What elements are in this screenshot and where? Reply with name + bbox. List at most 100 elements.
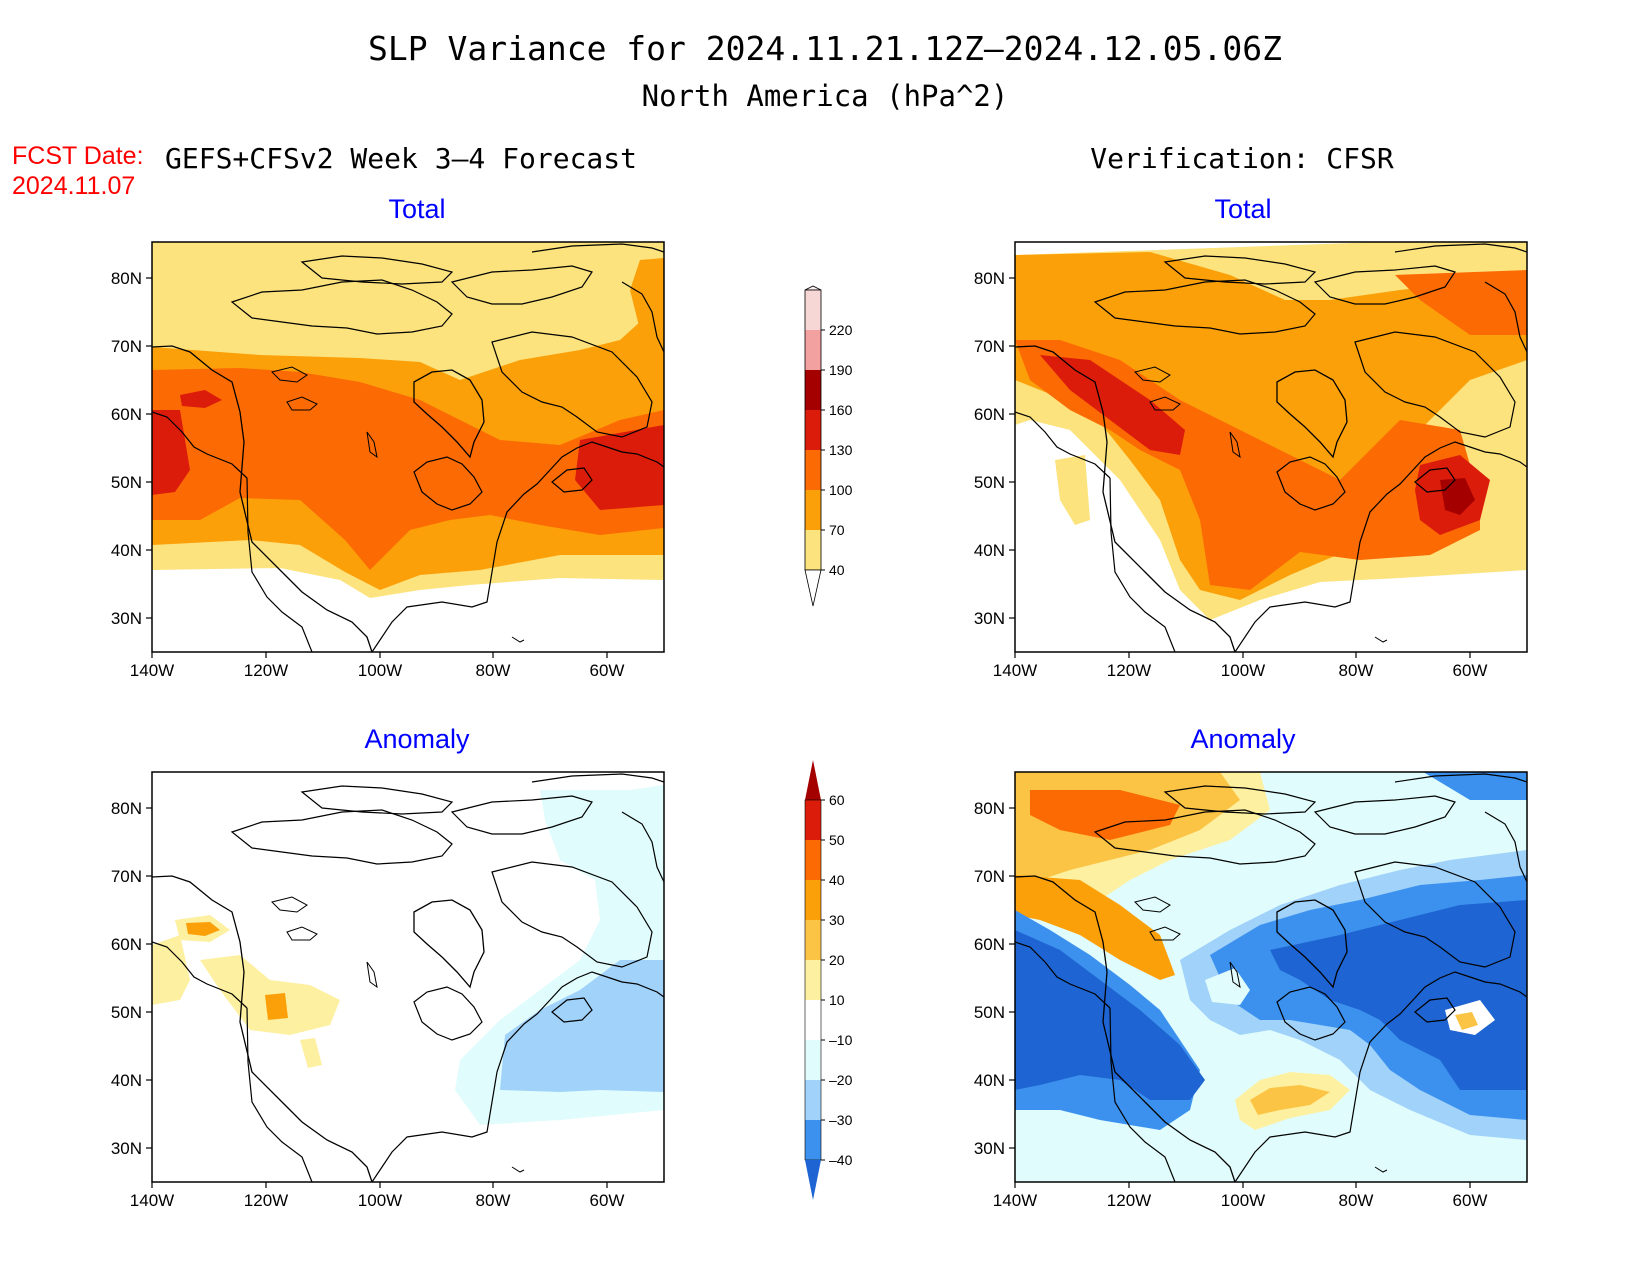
colorbar-total-label: 130 bbox=[829, 442, 853, 458]
colorbar-anomaly-label: –20 bbox=[829, 1072, 853, 1088]
colorbar-anomaly-label: 60 bbox=[829, 792, 845, 808]
colorbar-anomaly-label: 40 bbox=[829, 872, 845, 888]
colorbar-total-label: 160 bbox=[829, 402, 853, 418]
colorbar-total-cap-bottom bbox=[804, 569, 822, 607]
colorbar-anomaly-label: 10 bbox=[829, 992, 845, 1008]
lon-tick-label: 120W bbox=[1107, 661, 1151, 680]
colorbar-total-label: 40 bbox=[829, 562, 845, 578]
colorbar-anomaly-swatch bbox=[805, 1000, 821, 1040]
colorbar-total: 220 190 160 130 100 70 40 bbox=[804, 285, 853, 607]
colorbar-anomaly-label: –40 bbox=[829, 1152, 853, 1168]
shading-forecast-total bbox=[152, 242, 664, 652]
colorbar-anomaly-cap-top bbox=[805, 760, 821, 800]
colorbar-anomaly-label: 50 bbox=[829, 832, 845, 848]
lon-tick-label: 140W bbox=[130, 661, 174, 680]
lat-tick-label: 70N bbox=[111, 337, 142, 356]
map-verification-total bbox=[1014, 241, 1528, 653]
main-title: SLP Variance for 2024.11.21.12Z–2024.12.… bbox=[368, 29, 1282, 68]
colorbar-total-label: 70 bbox=[829, 522, 845, 538]
colorbar-anomaly-label: 30 bbox=[829, 912, 845, 928]
lat-tick-label: 80N bbox=[974, 799, 1005, 818]
lon-tick-label: 140W bbox=[130, 1191, 174, 1210]
lon-tick-label: 80W bbox=[1339, 661, 1374, 680]
lat-tick-label: 80N bbox=[111, 799, 142, 818]
colorbar-anomaly: 60 50 40 30 20 10 –10 –20 –30 –40 bbox=[804, 760, 853, 1200]
lon-tick-label: 80W bbox=[1339, 1191, 1374, 1210]
colorbar-anomaly-cap-bottom bbox=[805, 1160, 821, 1200]
lat-tick-label: 40N bbox=[974, 1071, 1005, 1090]
lat-tick-label: 40N bbox=[974, 541, 1005, 560]
lat-tick-label: 60N bbox=[974, 935, 1005, 954]
shading-verification-anomaly bbox=[1015, 772, 1527, 1182]
lat-tick-label: 30N bbox=[974, 609, 1005, 628]
lat-tick-label: 70N bbox=[111, 867, 142, 886]
lon-tick-label: 60W bbox=[590, 661, 625, 680]
colorbar-anomaly-swatch bbox=[805, 920, 821, 960]
shading-forecast-anomaly bbox=[152, 772, 664, 1182]
right-column-title: Verification: CFSR bbox=[1090, 142, 1394, 175]
lon-tick-label: 120W bbox=[244, 661, 288, 680]
lon-tick-label: 80W bbox=[476, 1191, 511, 1210]
colorbar-anomaly-label: –30 bbox=[829, 1112, 853, 1128]
fcst-date-value: 2024.11.07 bbox=[12, 172, 135, 200]
colorbar-anomaly-swatch bbox=[805, 960, 821, 1000]
lon-tick-label: 60W bbox=[590, 1191, 625, 1210]
lon-tick-label: 140W bbox=[993, 661, 1037, 680]
lat-tick-label: 80N bbox=[111, 269, 142, 288]
colorbar-anomaly-label: –10 bbox=[829, 1032, 853, 1048]
lat-tick-label: 50N bbox=[974, 1003, 1005, 1022]
colorbar-total-swatch bbox=[805, 330, 821, 370]
lon-tick-label: 100W bbox=[358, 661, 402, 680]
main-subtitle: North America (hPa^2) bbox=[642, 79, 1009, 113]
colorbar-total-swatch bbox=[805, 370, 821, 410]
colorbar-anomaly-swatch bbox=[805, 840, 821, 880]
lon-tick-label: 100W bbox=[1221, 661, 1265, 680]
lat-tick-label: 50N bbox=[111, 1003, 142, 1022]
map-forecast-anomaly bbox=[151, 771, 665, 1183]
colorbar-anomaly-swatch bbox=[805, 1040, 821, 1080]
lat-tick-label: 60N bbox=[111, 935, 142, 954]
lon-tick-label: 100W bbox=[1221, 1191, 1265, 1210]
lon-tick-label: 120W bbox=[244, 1191, 288, 1210]
colorbar-total-label: 100 bbox=[829, 482, 853, 498]
lat-tick-label: 70N bbox=[974, 337, 1005, 356]
colorbar-total-swatch bbox=[805, 450, 821, 490]
colorbar-total-swatch bbox=[805, 490, 821, 530]
lat-tick-label: 30N bbox=[974, 1139, 1005, 1158]
colorbar-total-swatch bbox=[805, 290, 821, 330]
lat-tick-label: 40N bbox=[111, 541, 142, 560]
panel-label-total-right: Total bbox=[1214, 194, 1271, 224]
colorbar-anomaly-swatch bbox=[805, 1120, 821, 1160]
lat-tick-label: 80N bbox=[974, 269, 1005, 288]
lon-tick-label: 60W bbox=[1453, 661, 1488, 680]
lat-tick-label: 60N bbox=[111, 405, 142, 424]
map-verification-anomaly bbox=[1014, 771, 1528, 1183]
colorbar-anomaly-swatch bbox=[805, 800, 821, 840]
shading-verification-total bbox=[1015, 242, 1527, 652]
colorbar-total-swatch bbox=[805, 410, 821, 450]
colorbar-anomaly-swatch bbox=[805, 1080, 821, 1120]
colorbar-total-swatch bbox=[805, 530, 821, 570]
colorbar-total-label: 220 bbox=[829, 322, 853, 338]
fcst-date-label: FCST Date: bbox=[12, 142, 144, 170]
lon-tick-label: 120W bbox=[1107, 1191, 1151, 1210]
lon-tick-label: 80W bbox=[476, 661, 511, 680]
panel-label-anomaly-left: Anomaly bbox=[364, 724, 470, 754]
panel-label-anomaly-right: Anomaly bbox=[1190, 724, 1296, 754]
lon-tick-label: 100W bbox=[358, 1191, 402, 1210]
lat-tick-label: 70N bbox=[974, 867, 1005, 886]
lat-tick-label: 30N bbox=[111, 1139, 142, 1158]
panel-label-total-left: Total bbox=[388, 194, 445, 224]
lat-tick-label: 30N bbox=[111, 609, 142, 628]
colorbar-anomaly-swatch bbox=[805, 880, 821, 920]
left-column-title: GEFS+CFSv2 Week 3–4 Forecast bbox=[165, 142, 637, 175]
lat-tick-label: 60N bbox=[974, 405, 1005, 424]
axes-layer: 80N 70N 60N 50N 40N 30N 140W 120W 100W 80W 60W 80N 7… bbox=[111, 269, 1488, 1210]
lat-tick-label: 40N bbox=[111, 1071, 142, 1090]
lat-tick-label: 50N bbox=[111, 473, 142, 492]
colorbar-total-cap-top bbox=[804, 285, 822, 291]
colorbar-total-label: 190 bbox=[829, 362, 853, 378]
lon-tick-label: 140W bbox=[993, 1191, 1037, 1210]
lon-tick-label: 60W bbox=[1453, 1191, 1488, 1210]
